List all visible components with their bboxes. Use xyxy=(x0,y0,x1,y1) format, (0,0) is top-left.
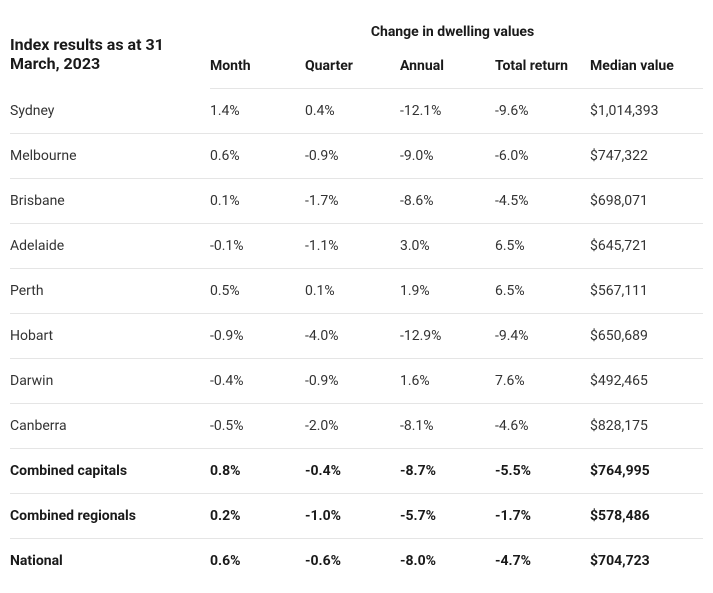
table-body: Sydney1.4%0.4%-12.1%-9.6%$1,014,393Melbo… xyxy=(10,89,703,584)
cell-annual: -8.7% xyxy=(400,449,495,494)
cell-month: -0.4% xyxy=(210,359,305,404)
cell-median: $764,995 xyxy=(590,449,703,494)
cell-annual: 1.9% xyxy=(400,269,495,314)
cell-total-return: 7.6% xyxy=(495,359,590,404)
super-header: Change in dwelling values xyxy=(210,10,703,44)
cell-month: -0.1% xyxy=(210,224,305,269)
col-median: Median value xyxy=(590,44,703,89)
table-row: Sydney1.4%0.4%-12.1%-9.6%$1,014,393 xyxy=(10,89,703,134)
cell-total-return: 6.5% xyxy=(495,269,590,314)
cell-month: 0.6% xyxy=(210,134,305,179)
col-total-return: Total return xyxy=(495,44,590,89)
cell-label: Canberra xyxy=(10,404,210,449)
cell-month: 0.1% xyxy=(210,179,305,224)
cell-month: 0.8% xyxy=(210,449,305,494)
table-row: Canberra-0.5%-2.0%-8.1%-4.6%$828,175 xyxy=(10,404,703,449)
cell-median: $1,014,393 xyxy=(590,89,703,134)
cell-total-return: -9.4% xyxy=(495,314,590,359)
cell-label: Perth xyxy=(10,269,210,314)
cell-median: $650,689 xyxy=(590,314,703,359)
cell-total-return: 6.5% xyxy=(495,224,590,269)
col-annual: Annual xyxy=(400,44,495,89)
dwelling-values-table: Index results as at 31 March, 2023 Chang… xyxy=(10,10,703,583)
cell-annual: 1.6% xyxy=(400,359,495,404)
cell-median: $567,111 xyxy=(590,269,703,314)
cell-quarter: -0.6% xyxy=(305,539,400,584)
cell-label: Combined regionals xyxy=(10,494,210,539)
cell-quarter: -0.9% xyxy=(305,359,400,404)
cell-label: Melbourne xyxy=(10,134,210,179)
cell-month: 1.4% xyxy=(210,89,305,134)
cell-quarter: -0.4% xyxy=(305,449,400,494)
cell-median: $747,322 xyxy=(590,134,703,179)
table-row: Melbourne0.6%-0.9%-9.0%-6.0%$747,322 xyxy=(10,134,703,179)
table-row: Perth0.5%0.1%1.9%6.5%$567,111 xyxy=(10,269,703,314)
cell-month: 0.2% xyxy=(210,494,305,539)
cell-median: $645,721 xyxy=(590,224,703,269)
cell-median: $828,175 xyxy=(590,404,703,449)
cell-quarter: -4.0% xyxy=(305,314,400,359)
cell-annual: -8.1% xyxy=(400,404,495,449)
table-title: Index results as at 31 March, 2023 xyxy=(10,10,210,89)
cell-annual: -5.7% xyxy=(400,494,495,539)
table-row: National0.6%-0.6%-8.0%-4.7%$704,723 xyxy=(10,539,703,584)
cell-label: Hobart xyxy=(10,314,210,359)
table-row: Brisbane0.1%-1.7%-8.6%-4.5%$698,071 xyxy=(10,179,703,224)
table-row: Adelaide-0.1%-1.1%3.0%6.5%$645,721 xyxy=(10,224,703,269)
col-month: Month xyxy=(210,44,305,89)
cell-total-return: -4.7% xyxy=(495,539,590,584)
table-row: Hobart-0.9%-4.0%-12.9%-9.4%$650,689 xyxy=(10,314,703,359)
cell-total-return: -6.0% xyxy=(495,134,590,179)
cell-annual: 3.0% xyxy=(400,224,495,269)
cell-median: $492,465 xyxy=(590,359,703,404)
cell-quarter: -1.0% xyxy=(305,494,400,539)
cell-label: Darwin xyxy=(10,359,210,404)
cell-quarter: -2.0% xyxy=(305,404,400,449)
cell-label: Sydney xyxy=(10,89,210,134)
cell-annual: -12.1% xyxy=(400,89,495,134)
cell-total-return: -4.5% xyxy=(495,179,590,224)
cell-annual: -8.6% xyxy=(400,179,495,224)
cell-month: 0.5% xyxy=(210,269,305,314)
cell-median: $704,723 xyxy=(590,539,703,584)
cell-label: National xyxy=(10,539,210,584)
cell-median: $578,486 xyxy=(590,494,703,539)
cell-annual: -8.0% xyxy=(400,539,495,584)
cell-quarter: -1.1% xyxy=(305,224,400,269)
table-row: Combined regionals0.2%-1.0%-5.7%-1.7%$57… xyxy=(10,494,703,539)
cell-quarter: -0.9% xyxy=(305,134,400,179)
cell-label: Combined capitals xyxy=(10,449,210,494)
cell-month: -0.9% xyxy=(210,314,305,359)
cell-month: -0.5% xyxy=(210,404,305,449)
cell-annual: -9.0% xyxy=(400,134,495,179)
cell-median: $698,071 xyxy=(590,179,703,224)
col-quarter: Quarter xyxy=(305,44,400,89)
cell-quarter: -1.7% xyxy=(305,179,400,224)
table-row: Darwin-0.4%-0.9%1.6%7.6%$492,465 xyxy=(10,359,703,404)
cell-quarter: 0.4% xyxy=(305,89,400,134)
cell-total-return: -4.6% xyxy=(495,404,590,449)
cell-month: 0.6% xyxy=(210,539,305,584)
cell-quarter: 0.1% xyxy=(305,269,400,314)
cell-total-return: -9.6% xyxy=(495,89,590,134)
cell-total-return: -5.5% xyxy=(495,449,590,494)
cell-total-return: -1.7% xyxy=(495,494,590,539)
cell-annual: -12.9% xyxy=(400,314,495,359)
cell-label: Adelaide xyxy=(10,224,210,269)
table-row: Combined capitals0.8%-0.4%-8.7%-5.5%$764… xyxy=(10,449,703,494)
cell-label: Brisbane xyxy=(10,179,210,224)
